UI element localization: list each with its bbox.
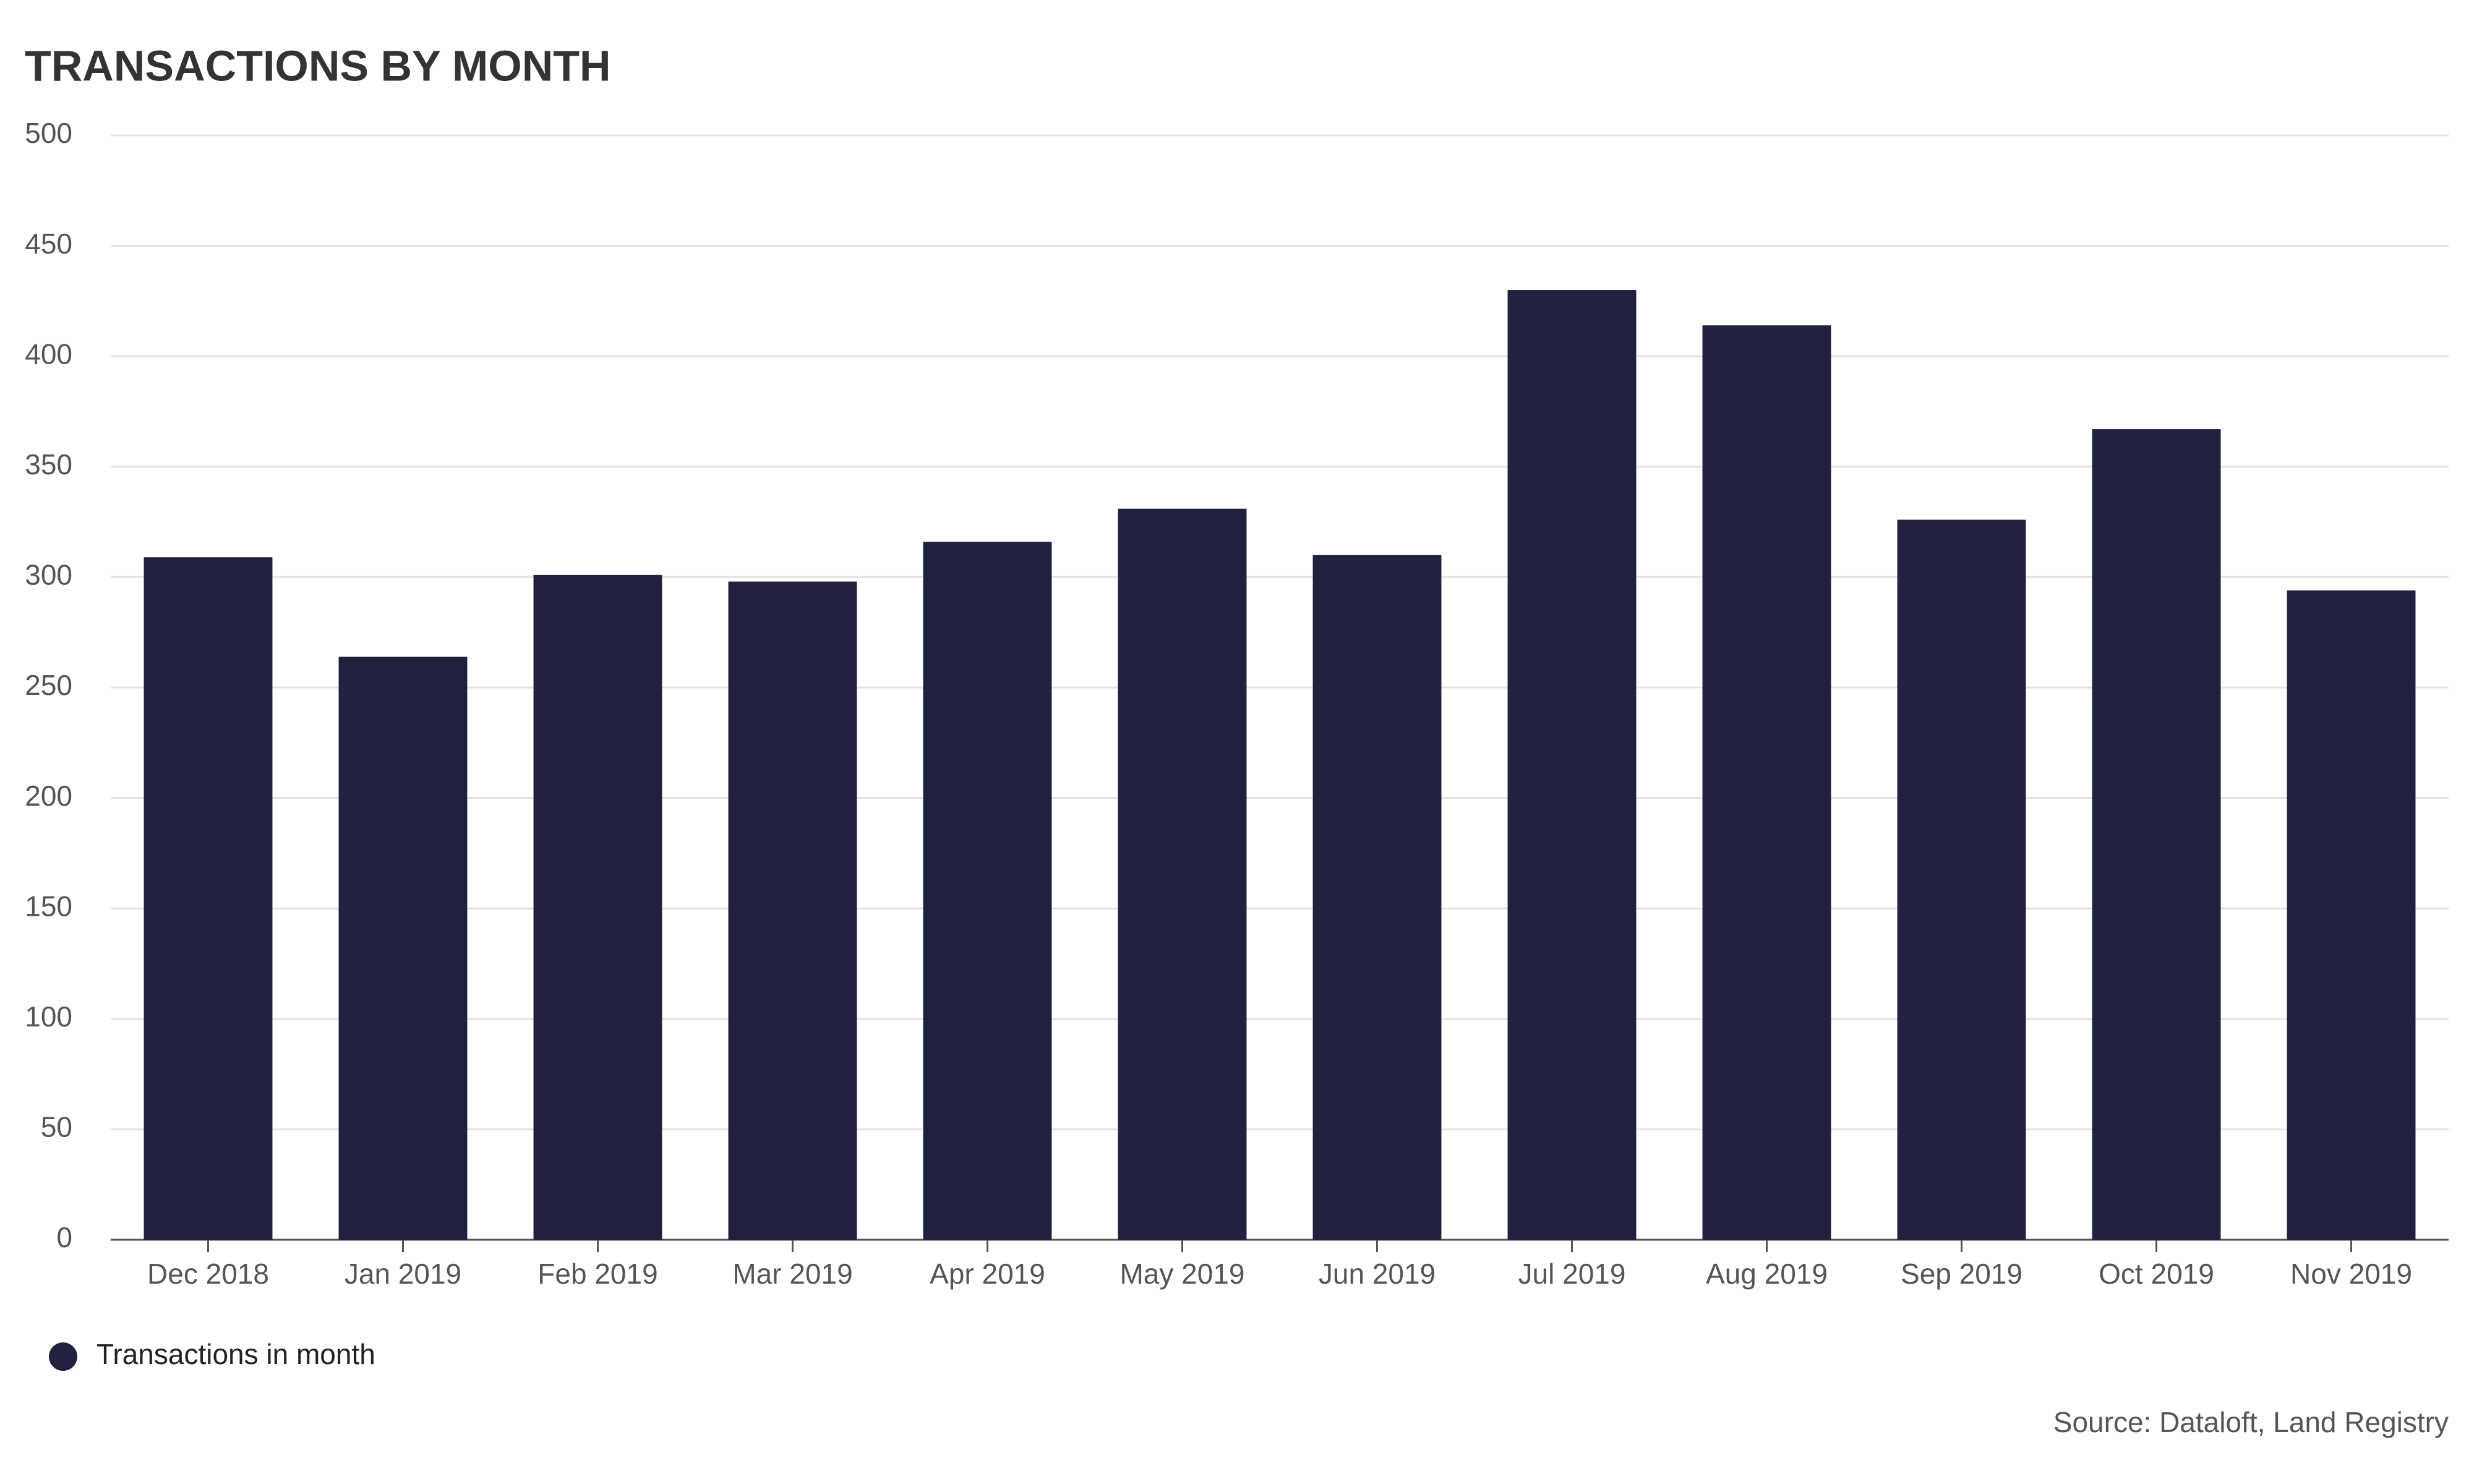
y-tick-label: 50 — [41, 1111, 72, 1143]
x-tick-label: Aug 2019 — [1706, 1258, 1828, 1290]
bar — [1312, 555, 1442, 1240]
x-tick-label: Mar 2019 — [732, 1258, 852, 1290]
x-tick-label: Oct 2019 — [2099, 1258, 2214, 1290]
source-note: Source: Dataloft, Land Registry — [2053, 1406, 2449, 1438]
legend-marker — [49, 1342, 77, 1371]
x-tick-label: Nov 2019 — [2290, 1258, 2412, 1290]
x-tick-label: Apr 2019 — [930, 1258, 1045, 1290]
x-tick-label: Jan 2019 — [345, 1258, 461, 1290]
legend-label: Transactions in month — [96, 1338, 375, 1370]
chart-title: TRANSACTIONS BY MONTH — [25, 41, 611, 90]
bar — [1897, 519, 2026, 1240]
x-tick-label: Jul 2019 — [1518, 1258, 1626, 1290]
x-tick-label: Jun 2019 — [1319, 1258, 1436, 1290]
bar — [338, 656, 468, 1240]
y-tick-label: 250 — [25, 669, 72, 701]
y-tick-label: 500 — [25, 117, 72, 149]
y-tick-label: 0 — [56, 1221, 72, 1253]
y-tick-label: 350 — [25, 448, 72, 480]
x-tick-label: Sep 2019 — [1901, 1258, 2022, 1290]
y-tick-label: 200 — [25, 780, 72, 812]
bar — [2287, 590, 2416, 1240]
x-tick-label: Dec 2018 — [147, 1258, 269, 1290]
y-tick-label: 450 — [25, 228, 72, 260]
bar — [2092, 429, 2221, 1240]
bar — [1118, 508, 1247, 1240]
bar — [1702, 325, 1831, 1240]
y-tick-label: 100 — [25, 1000, 72, 1033]
bar — [1507, 290, 1637, 1240]
x-tick-label: Feb 2019 — [537, 1258, 657, 1290]
x-tick-label: May 2019 — [1119, 1258, 1244, 1290]
bar — [728, 581, 857, 1240]
bar — [923, 542, 1052, 1240]
bar — [533, 574, 662, 1240]
bar — [143, 557, 273, 1240]
y-tick-label: 400 — [25, 338, 72, 370]
y-tick-label: 300 — [25, 559, 72, 591]
y-tick-label: 150 — [25, 890, 72, 922]
